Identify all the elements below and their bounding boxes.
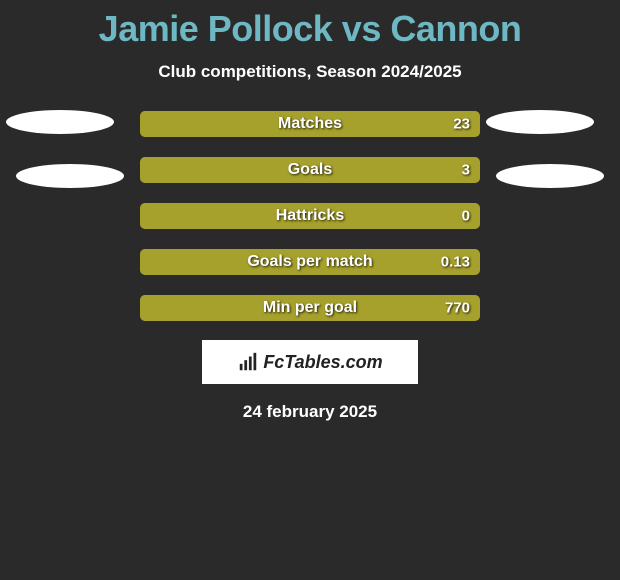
subtitle: Club competitions, Season 2024/2025 (0, 62, 620, 82)
player-marker-ellipse (486, 110, 594, 134)
chart-icon (237, 351, 259, 373)
stat-value: 23 (453, 116, 470, 133)
stat-bar: Goals per match0.13 (139, 248, 481, 276)
date-text: 24 february 2025 (0, 402, 620, 422)
stat-label: Min per goal (140, 299, 480, 317)
player-marker-ellipse (16, 164, 124, 188)
page-title: Jamie Pollock vs Cannon (0, 8, 620, 50)
logo-text: FcTables.com (263, 352, 382, 373)
stat-bar: Goals3 (139, 156, 481, 184)
stat-value: 0.13 (441, 254, 470, 271)
stat-label: Matches (140, 115, 480, 133)
stat-label: Hattricks (140, 207, 480, 225)
stat-label: Goals per match (140, 253, 480, 271)
stat-value: 0 (462, 208, 470, 225)
comparison-infographic: Jamie Pollock vs Cannon Club competition… (0, 0, 620, 580)
player-marker-ellipse (6, 110, 114, 134)
chart-area: Matches23 Goals3 Hattricks0 Goals per match… (0, 110, 620, 322)
stat-bar: Min per goal770 (139, 294, 481, 322)
stat-value: 3 (462, 162, 470, 179)
player-marker-ellipse (496, 164, 604, 188)
fctables-logo[interactable]: FcTables.com (202, 340, 418, 384)
stat-bar: Matches23 (139, 110, 481, 138)
stat-bar: Hattricks0 (139, 202, 481, 230)
stat-value: 770 (445, 300, 470, 317)
stat-label: Goals (140, 161, 480, 179)
